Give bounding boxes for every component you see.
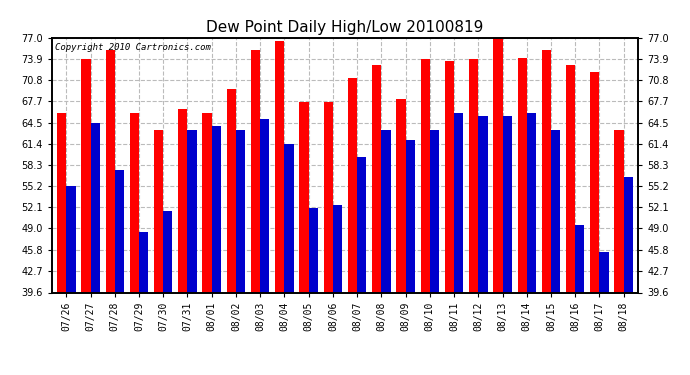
- Bar: [66, 186, 75, 375]
- Bar: [518, 58, 526, 375]
- Bar: [421, 58, 430, 375]
- Bar: [308, 208, 318, 375]
- Bar: [382, 129, 391, 375]
- Bar: [202, 112, 212, 375]
- Bar: [178, 109, 188, 375]
- Bar: [624, 177, 633, 375]
- Bar: [590, 72, 600, 375]
- Bar: [372, 65, 382, 375]
- Bar: [227, 88, 236, 375]
- Bar: [106, 50, 115, 375]
- Bar: [478, 116, 488, 375]
- Bar: [445, 62, 454, 375]
- Bar: [406, 140, 415, 375]
- Bar: [130, 112, 139, 375]
- Bar: [357, 157, 366, 375]
- Bar: [164, 211, 172, 375]
- Text: Copyright 2010 Cartronics.com: Copyright 2010 Cartronics.com: [55, 43, 210, 52]
- Bar: [396, 99, 406, 375]
- Bar: [493, 38, 502, 375]
- Bar: [236, 129, 245, 375]
- Bar: [615, 129, 624, 375]
- Bar: [284, 144, 294, 375]
- Bar: [542, 50, 551, 375]
- Bar: [600, 252, 609, 375]
- Bar: [454, 112, 463, 375]
- Bar: [188, 129, 197, 375]
- Bar: [260, 119, 269, 375]
- Bar: [154, 129, 164, 375]
- Bar: [430, 129, 439, 375]
- Bar: [502, 116, 512, 375]
- Bar: [90, 123, 100, 375]
- Bar: [469, 58, 478, 375]
- Bar: [566, 65, 575, 375]
- Bar: [212, 126, 221, 375]
- Bar: [81, 58, 90, 375]
- Bar: [299, 102, 308, 375]
- Bar: [526, 112, 536, 375]
- Bar: [348, 78, 357, 375]
- Bar: [139, 232, 148, 375]
- Bar: [551, 129, 560, 375]
- Bar: [575, 225, 584, 375]
- Bar: [333, 204, 342, 375]
- Bar: [251, 50, 260, 375]
- Bar: [324, 102, 333, 375]
- Bar: [57, 112, 66, 375]
- Bar: [115, 171, 124, 375]
- Title: Dew Point Daily High/Low 20100819: Dew Point Daily High/Low 20100819: [206, 20, 484, 35]
- Bar: [275, 41, 284, 375]
